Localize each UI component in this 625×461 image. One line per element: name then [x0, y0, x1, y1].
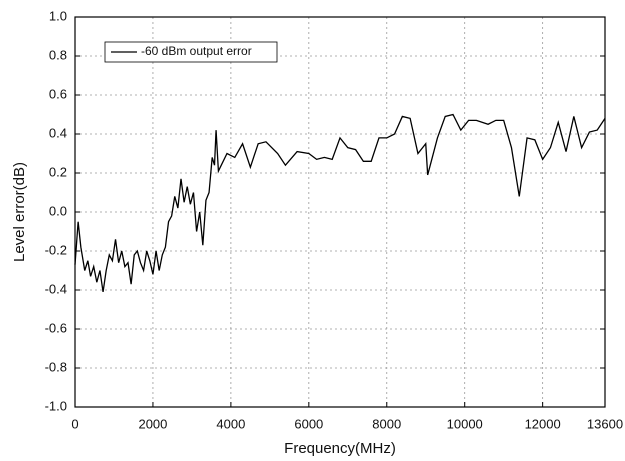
legend-box [104, 41, 278, 63]
y-tick-label: -1.0 [45, 398, 67, 413]
y-tick-label: 0.6 [49, 86, 67, 101]
plot-frame [74, 16, 606, 408]
y-tick-label: -0.2 [45, 242, 67, 257]
legend-label: -60 dBm output error [141, 44, 252, 58]
y-tick-label: -0.8 [45, 359, 67, 374]
y-tick-label: 1.0 [49, 8, 67, 23]
y-axis-label: Level error(dB) [11, 162, 28, 262]
y-tick-label: 0.2 [49, 164, 67, 179]
x-tick-label: 2000 [138, 416, 167, 431]
y-tick-label: 0.8 [49, 47, 67, 62]
x-tick-label: 6000 [294, 416, 323, 431]
y-tick-label: 0.0 [49, 203, 67, 218]
data-line [74, 113, 606, 293]
y-tick-label: -0.4 [45, 281, 67, 296]
x-tick-label: 8000 [372, 416, 401, 431]
x-tick-label: 0 [71, 416, 78, 431]
y-tick-label: -0.6 [45, 320, 67, 335]
y-tick-label: 0.4 [49, 125, 67, 140]
x-tick-label: 10000 [447, 416, 483, 431]
x-tick-label: 13600 [587, 416, 623, 431]
x-axis-label: Frequency(MHz) [284, 440, 396, 457]
x-tick-label: 4000 [216, 416, 245, 431]
x-tick-label: 12000 [525, 416, 561, 431]
